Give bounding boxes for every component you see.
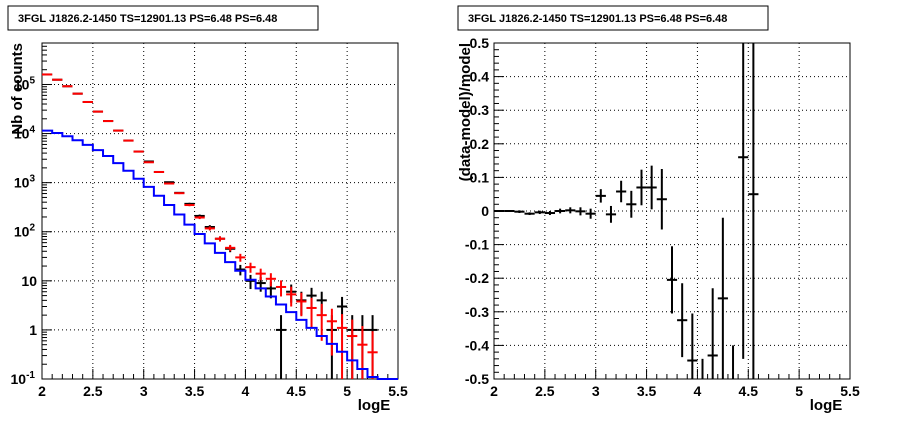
y-tick-label: 0.4 — [470, 69, 490, 85]
x-tick-label: 3 — [140, 383, 148, 399]
y-tick-label: 0.1 — [470, 169, 490, 185]
panel-counts: 3FGL J1826.2-1450 TS=12901.13 PS=6.48 PS… — [7, 5, 408, 414]
y-tick-label: 0 — [481, 203, 489, 219]
panel-residuals: 3FGL J1826.2-1450 TS=12901.13 PS=6.48 PS… — [457, 5, 860, 414]
x-tick-label: 2 — [38, 383, 46, 399]
y-tick-label: 1 — [29, 322, 37, 338]
y-tick-label: -0.3 — [465, 304, 489, 320]
chart-title: 3FGL J1826.2-1450 TS=12901.13 PS=6.48 PS… — [18, 13, 277, 25]
y-tick-label: -0.5 — [465, 371, 489, 387]
y-tick-label: 0.5 — [470, 35, 490, 51]
x-tick-label: 2.5 — [535, 383, 555, 399]
x-tick-label: 5.5 — [388, 383, 408, 399]
y-tick-label: -0.4 — [465, 337, 489, 353]
model-step-line — [42, 129, 398, 380]
x-tick-label: 4.5 — [287, 383, 307, 399]
x-tick-label: 4.5 — [739, 383, 759, 399]
x-tick-label: 3.5 — [637, 383, 657, 399]
plot-frame — [41, 42, 399, 380]
title-box — [7, 5, 319, 31]
plot-frame — [493, 42, 851, 380]
x-tick-label: 5.5 — [840, 383, 860, 399]
x-tick-label: 5 — [343, 383, 351, 399]
x-tick-label: 2 — [490, 383, 498, 399]
title-box — [457, 5, 769, 31]
x-tick-label: 3.5 — [185, 383, 205, 399]
series-source-model — [42, 129, 398, 380]
chart-title: 3FGL J1826.2-1450 TS=12901.13 PS=6.48 PS… — [468, 13, 727, 25]
x-axis-label: logE — [358, 397, 391, 414]
y-tick-label: 10-1 — [11, 370, 36, 387]
x-tick-label: 5 — [795, 383, 803, 399]
y-tick-label: 0.2 — [470, 136, 490, 152]
y-tick-label: 0.3 — [470, 102, 490, 118]
series-total-model — [42, 73, 378, 379]
x-tick-label: 4 — [694, 383, 702, 399]
x-tick-label: 2.5 — [83, 383, 103, 399]
x-tick-label: 3 — [592, 383, 600, 399]
y-tick-label: 10 — [21, 273, 37, 289]
y-axis-label: Nb of counts — [9, 43, 26, 135]
y-tick-label: -0.2 — [465, 270, 489, 286]
series-residual — [494, 43, 759, 379]
y-tick-label: 103 — [14, 174, 36, 191]
y-tick-label: 102 — [14, 223, 36, 240]
y-tick-label: -0.1 — [465, 237, 489, 253]
x-tick-label: 4 — [242, 383, 250, 399]
y-axis-label: (data-model)/model — [457, 43, 474, 181]
x-axis-label: logE — [810, 397, 843, 414]
